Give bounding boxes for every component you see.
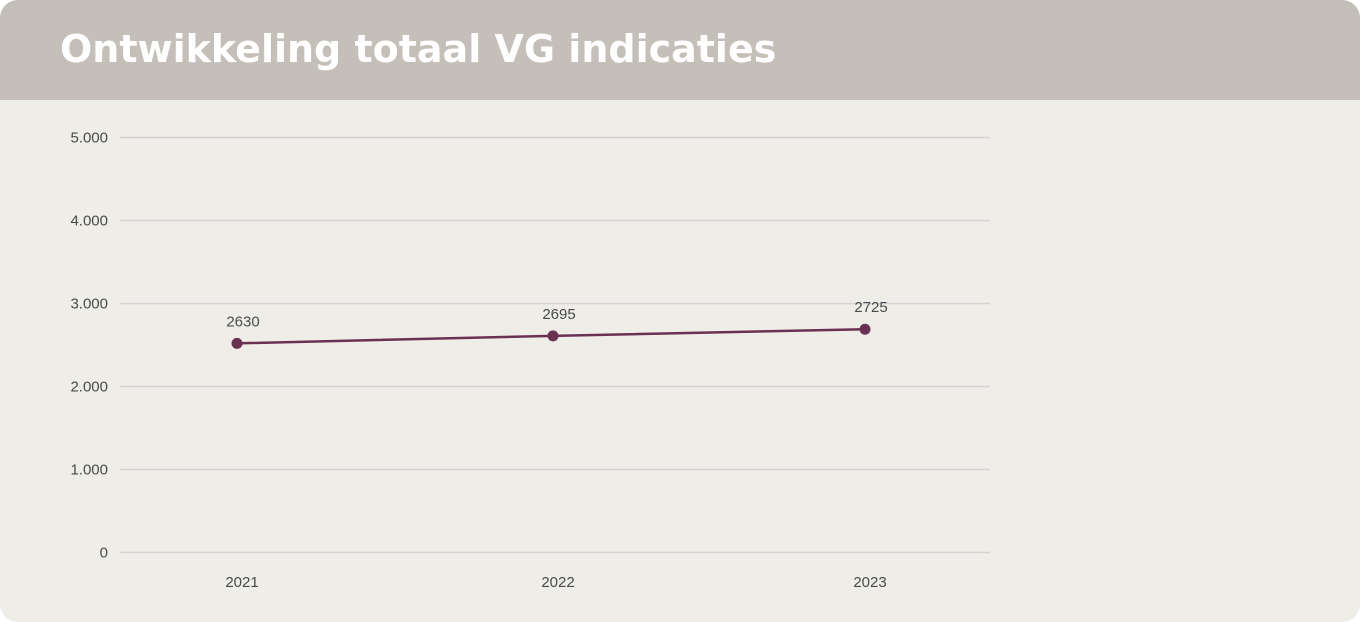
x-tick-label: 2023: [853, 574, 886, 591]
chart-title: Ontwikkeling totaal VG indicaties: [60, 27, 777, 71]
data-labels: 2630 2695 2725: [226, 299, 887, 330]
data-points: [231, 323, 871, 349]
data-point-2023[interactable]: [859, 323, 871, 335]
y-tick-label: 0: [100, 545, 108, 562]
y-tick-label: 5.000: [70, 130, 108, 147]
data-label-2021: 2630: [226, 313, 259, 330]
data-label-2022: 2695: [542, 306, 575, 323]
data-point-2021[interactable]: [231, 337, 243, 349]
data-point-2022[interactable]: [547, 330, 559, 342]
y-tick-label: 3.000: [70, 296, 108, 313]
y-axis-tick-labels: 0 1.000 2.000 3.000 4.000 5.000: [70, 130, 108, 562]
grid-lines: [120, 136, 990, 554]
data-label-2023: 2725: [854, 299, 887, 316]
chart-header: Ontwikkeling totaal VG indicaties: [0, 0, 1360, 100]
y-tick-label: 1.000: [70, 462, 108, 479]
x-axis-tick-labels: 2021 2022 2023: [225, 574, 886, 591]
y-tick-label: 4.000: [70, 213, 108, 230]
x-tick-label: 2021: [225, 574, 258, 591]
x-tick-label: 2022: [541, 574, 574, 591]
y-tick-label: 2.000: [70, 379, 108, 396]
